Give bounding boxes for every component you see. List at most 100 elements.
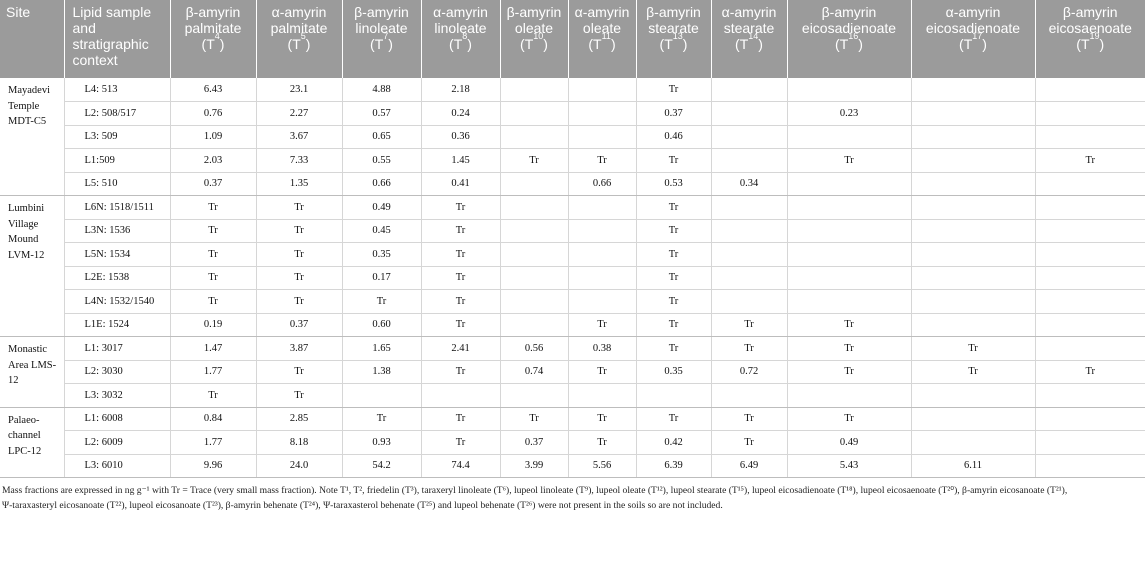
sample-context-cell: L1E: 1524 bbox=[64, 313, 171, 337]
value-cell bbox=[911, 172, 1036, 196]
sample-context-cell: L1: 6008 bbox=[64, 407, 171, 431]
column-header-label: β-amyrin palmitate (T bbox=[184, 4, 242, 52]
column-header-tail: ) bbox=[610, 36, 616, 52]
table-header: Site Lipid sample and stratigraphic conte… bbox=[0, 0, 1145, 78]
site-cell: Lumbini Village Mound LVM-12 bbox=[0, 195, 65, 337]
value-cell bbox=[711, 125, 788, 149]
value-cell: 4.88 bbox=[342, 78, 422, 102]
table-row: L5N: 1534 Tr Tr 0.35 Tr Tr bbox=[0, 242, 1145, 267]
value-cell bbox=[1035, 336, 1145, 361]
value-cell: 24.0 bbox=[256, 454, 343, 478]
column-header-superscript: 14 bbox=[748, 31, 759, 42]
value-cell bbox=[421, 383, 501, 408]
value-cell bbox=[787, 289, 912, 314]
value-cell bbox=[1035, 430, 1145, 455]
column-header-superscript: 13 bbox=[672, 31, 683, 42]
value-cell bbox=[911, 125, 1036, 149]
table-body: Mayadevi Temple MDT-C5 L4: 513 6.43 23.1 4.8… bbox=[0, 78, 1145, 478]
column-header-label: α-amyrin oleate (T bbox=[574, 4, 630, 52]
column-header-tail: ) bbox=[219, 36, 225, 52]
value-cell bbox=[568, 266, 637, 290]
column-header-11: α-amyrin eicosadienoate (T17) bbox=[911, 0, 1036, 78]
value-cell: Tr bbox=[421, 313, 501, 337]
column-header-label: α-amyrin eicosadienoate (T bbox=[925, 4, 1021, 52]
sample-context-cell: L1: 3017 bbox=[64, 336, 171, 361]
value-cell bbox=[636, 383, 712, 408]
value-cell: 1.35 bbox=[256, 172, 343, 196]
value-cell: Tr bbox=[636, 266, 712, 290]
column-header-superscript: 5 bbox=[300, 31, 306, 42]
value-cell: 3.99 bbox=[500, 454, 569, 478]
value-cell bbox=[711, 383, 788, 408]
value-cell: 0.76 bbox=[170, 101, 257, 126]
column-header-tail: ) bbox=[1099, 36, 1105, 52]
value-cell bbox=[711, 266, 788, 290]
sample-context-cell: L2: 3030 bbox=[64, 360, 171, 384]
value-cell: 1.45 bbox=[421, 148, 501, 173]
column-header-label: Site bbox=[6, 4, 31, 20]
value-cell: Tr bbox=[787, 407, 912, 431]
value-cell: Tr bbox=[568, 407, 637, 431]
value-cell: Tr bbox=[636, 219, 712, 243]
value-cell: 0.60 bbox=[342, 313, 422, 337]
value-cell: 2.85 bbox=[256, 407, 343, 431]
table-row: Palaeo-channel LPC-12 L1: 6008 0.84 2.85 Tr T… bbox=[0, 407, 1145, 478]
value-cell: Tr bbox=[256, 383, 343, 408]
value-cell bbox=[342, 383, 422, 408]
value-cell: 5.56 bbox=[568, 454, 637, 478]
value-cell: 2.18 bbox=[421, 78, 501, 102]
value-cell: 0.24 bbox=[421, 101, 501, 126]
table-row: Lumbini Village Mound LVM-12 L6N: 1518/15… bbox=[0, 195, 1145, 337]
value-cell: Tr bbox=[636, 195, 712, 220]
column-header-tail: ) bbox=[305, 36, 311, 52]
value-cell bbox=[911, 101, 1036, 126]
value-cell bbox=[500, 242, 569, 267]
table-footnote: Mass fractions are expressed in ng g⁻¹ w… bbox=[0, 478, 1145, 513]
value-cell bbox=[1035, 289, 1145, 314]
column-header-superscript: 16 bbox=[848, 31, 859, 42]
column-header-superscript: 17 bbox=[972, 31, 983, 42]
column-header-superscript: 11 bbox=[601, 31, 611, 42]
value-cell: Tr bbox=[256, 289, 343, 314]
sample-context-cell: L2E: 1538 bbox=[64, 266, 171, 290]
value-cell bbox=[711, 242, 788, 267]
value-cell: 1.09 bbox=[170, 125, 257, 149]
value-cell: 0.17 bbox=[342, 266, 422, 290]
column-header-tail: ) bbox=[388, 36, 393, 52]
table-row: L1:509 2.03 7.33 0.55 1.45 Tr Tr Tr Tr Tr bbox=[0, 148, 1145, 173]
value-cell bbox=[787, 195, 912, 220]
column-header-tail: ) bbox=[543, 36, 548, 52]
value-cell bbox=[500, 219, 569, 243]
value-cell bbox=[500, 266, 569, 290]
value-cell bbox=[568, 125, 637, 149]
value-cell bbox=[568, 78, 637, 102]
value-cell: 0.42 bbox=[636, 430, 712, 455]
value-cell bbox=[568, 289, 637, 314]
value-cell: 7.33 bbox=[256, 148, 343, 173]
value-cell: 1.77 bbox=[170, 430, 257, 455]
value-cell bbox=[1035, 266, 1145, 290]
table-row: Mayadevi Temple MDT-C5 L4: 513 6.43 23.1 4.8… bbox=[0, 78, 1145, 196]
value-cell: 0.38 bbox=[568, 336, 637, 361]
sample-context-cell: L3: 3032 bbox=[64, 383, 171, 408]
table-container: Site Lipid sample and stratigraphic conte… bbox=[0, 0, 1145, 513]
value-cell: 3.87 bbox=[256, 336, 343, 361]
value-cell bbox=[1035, 195, 1145, 220]
value-cell bbox=[500, 195, 569, 220]
column-header-5: α-amyrin linoleate (T8) bbox=[421, 0, 501, 78]
value-cell bbox=[711, 195, 788, 220]
value-cell: Tr bbox=[170, 383, 257, 408]
value-cell bbox=[787, 78, 912, 102]
value-cell: 6.43 bbox=[170, 78, 257, 102]
column-header-superscript: 8 bbox=[462, 31, 468, 42]
table-row: L2E: 1538 Tr Tr 0.17 Tr Tr bbox=[0, 266, 1145, 290]
value-cell: 0.65 bbox=[342, 125, 422, 149]
value-cell bbox=[1035, 407, 1145, 431]
value-cell: Tr bbox=[421, 289, 501, 314]
value-cell: Tr bbox=[911, 336, 1036, 361]
column-header-6: β-amyrin oleate (T10) bbox=[500, 0, 569, 78]
value-cell: 0.37 bbox=[256, 313, 343, 337]
site-cell: Mayadevi Temple MDT-C5 bbox=[0, 78, 65, 196]
column-header-1: Lipid sample and stratigraphic context bbox=[64, 0, 171, 78]
value-cell: 0.36 bbox=[421, 125, 501, 149]
